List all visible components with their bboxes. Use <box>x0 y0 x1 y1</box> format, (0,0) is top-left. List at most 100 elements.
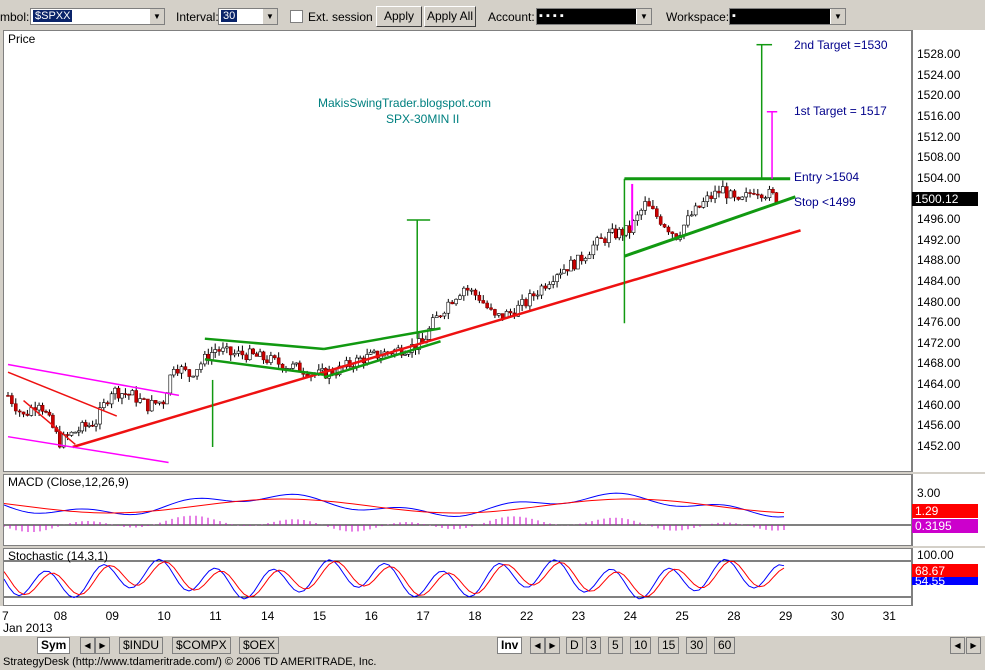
candle-body <box>269 355 273 363</box>
x-tick-label: 08 <box>53 609 68 623</box>
candle-body <box>565 269 570 272</box>
wedge-lower <box>7 435 169 464</box>
workspace-label: Workspace: <box>666 10 730 24</box>
apply-button[interactable]: Apply <box>376 6 422 27</box>
tab-symbol-indu[interactable]: $INDU <box>119 637 164 654</box>
candle-body <box>116 387 121 399</box>
candle-body <box>767 188 772 198</box>
x-tick-label: 25 <box>675 609 689 623</box>
account-label: Account: <box>488 10 535 24</box>
chevron-down-icon[interactable]: ▼ <box>149 9 164 24</box>
candle-body <box>83 422 88 427</box>
candle-body <box>721 186 725 194</box>
candle-body <box>113 387 117 395</box>
candle-body <box>228 346 233 356</box>
chevron-down-icon[interactable]: ▼ <box>262 9 277 24</box>
candle-body <box>187 369 192 377</box>
ext-session-checkbox[interactable] <box>290 10 303 23</box>
candle-body <box>272 355 277 359</box>
candle-body <box>109 393 114 405</box>
account-dropdown[interactable]: ▪ ▪ ▪ ▪ ▼ <box>536 8 652 25</box>
tab-interval-15[interactable]: 15 <box>658 637 680 654</box>
candle-body <box>179 366 184 374</box>
chevron-down-icon[interactable]: ▼ <box>636 9 651 24</box>
candle-body <box>639 209 644 216</box>
y-tick-label: 1528.00 <box>917 47 961 61</box>
candle-body <box>473 289 478 296</box>
stochastic-title: Stochastic (14,3,1) <box>8 549 109 563</box>
y-tick-label: 1460.00 <box>917 397 961 412</box>
tab-symbol-oex[interactable]: $OEX <box>239 637 280 654</box>
interval-value: 30 <box>221 10 238 22</box>
candle-body <box>51 414 55 428</box>
y-tick-label: 1484.00 <box>917 273 961 288</box>
tab-interval-5[interactable]: 5 <box>608 637 623 654</box>
tab-interval-10[interactable]: 10 <box>630 637 652 654</box>
workspace-dropdown[interactable]: ▪ ▼ <box>729 8 846 25</box>
y-tick-label: 1508.00 <box>917 150 961 165</box>
flag-breakout-lower <box>323 340 441 379</box>
candle-body <box>149 400 154 412</box>
tab-interval-d[interactable]: D <box>566 637 583 654</box>
candle-body <box>37 404 41 411</box>
y-tick-label: 1476.00 <box>917 315 961 330</box>
candle-body <box>138 398 142 403</box>
tab-sym[interactable]: Sym <box>37 637 71 654</box>
candle-body <box>547 284 552 289</box>
candle-body <box>258 351 262 357</box>
candle-body <box>535 294 540 297</box>
candle-body <box>759 194 764 199</box>
y-tick-label: 1464.00 <box>917 377 961 392</box>
arrow-right-icon[interactable]: ▶ <box>95 637 110 654</box>
stochastic-panel: Stochastic (14,3,1) <box>3 548 912 606</box>
macd-signal-line <box>4 498 785 514</box>
x-tick-label: 17 <box>416 609 430 623</box>
macd-value-tag: 1.29 <box>912 504 978 518</box>
symbol-dropdown[interactable]: $SPXX ▼ <box>30 8 165 25</box>
tab-interval-30[interactable]: 30 <box>686 637 708 654</box>
candle-body <box>251 348 255 354</box>
candle-body <box>693 205 698 216</box>
candle-body <box>221 347 225 352</box>
candle-body <box>709 195 713 199</box>
candle-body <box>732 190 737 198</box>
apply-all-button[interactable]: Apply All <box>424 6 476 27</box>
x-tick-label: 7 <box>2 609 9 623</box>
candle-body <box>430 317 435 329</box>
tab-symbol-compx[interactable]: $COMPX <box>172 637 231 654</box>
tab-interval-60[interactable]: 60 <box>714 637 736 654</box>
interval-dropdown[interactable]: 30 ▼ <box>218 8 278 25</box>
tab-inv[interactable]: Inv <box>497 637 523 654</box>
stochastic-tick: 100.00 <box>917 548 954 562</box>
candle-body <box>599 237 603 240</box>
scroll-right-icon[interactable]: ▶ <box>966 637 981 654</box>
y-tick-label: 1516.00 <box>917 108 961 123</box>
workspace-value: ▪ <box>732 10 736 22</box>
candle-body <box>232 353 237 356</box>
candle-body <box>161 401 166 405</box>
candle-body <box>105 402 110 405</box>
flag-breakout-upper <box>323 327 441 351</box>
tab-interval-3[interactable]: 3 <box>586 637 601 654</box>
x-tick-label: 09 <box>105 609 119 623</box>
candle-body <box>213 349 217 353</box>
x-tick-label: 14 <box>261 609 275 623</box>
scroll-left-icon[interactable]: ◀ <box>950 637 965 654</box>
price-panel-title: Price <box>8 32 36 46</box>
candle-body <box>689 214 694 217</box>
candle-body <box>469 289 474 292</box>
candle-body <box>555 274 559 282</box>
chevron-down-icon[interactable]: ▼ <box>830 9 845 24</box>
y-tick-label: 1456.00 <box>917 418 961 433</box>
candle-body <box>462 287 466 297</box>
candle-body <box>508 311 513 314</box>
candle-body <box>254 353 259 357</box>
arrow-left-icon[interactable]: ◀ <box>80 637 95 654</box>
candle-body <box>344 360 349 368</box>
candle-body <box>666 226 671 233</box>
candle-body <box>603 238 607 243</box>
candle-body <box>613 228 618 239</box>
arrow-left-icon[interactable]: ◀ <box>530 637 545 654</box>
arrow-right-icon[interactable]: ▶ <box>545 637 560 654</box>
status-bar: StrategyDesk (http://www.tdameritrade.co… <box>3 656 377 668</box>
